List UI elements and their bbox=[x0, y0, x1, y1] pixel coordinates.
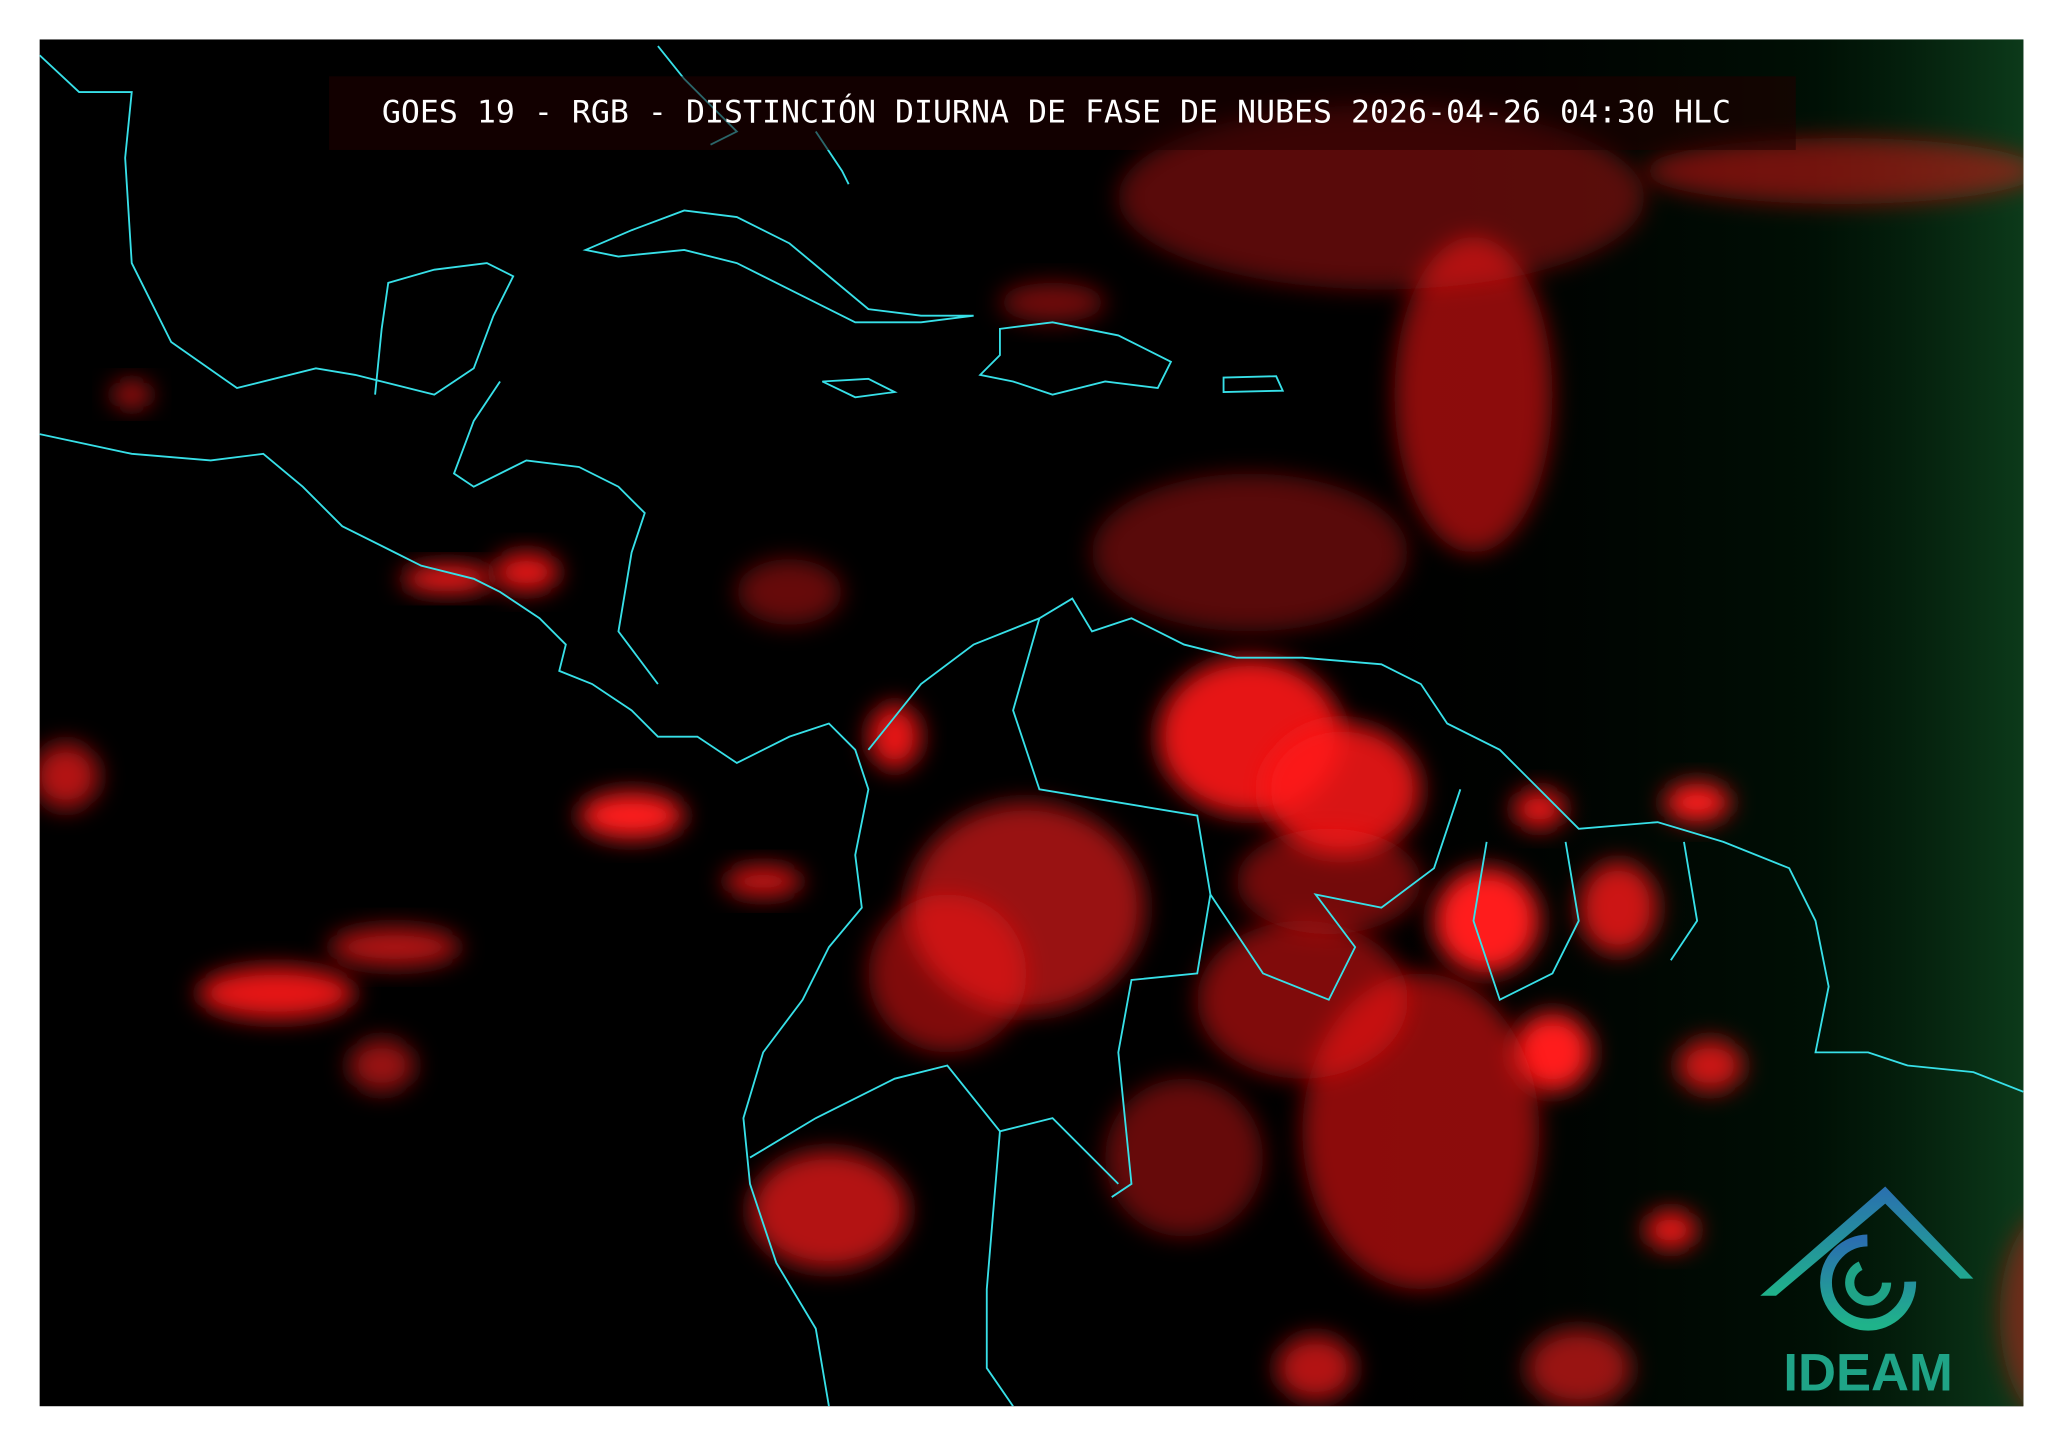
cloud bbox=[1394, 236, 1553, 553]
cloud bbox=[1512, 789, 1566, 829]
cloud bbox=[329, 927, 461, 967]
logo-swirl bbox=[1820, 1234, 1917, 1331]
cloud bbox=[1236, 828, 1421, 934]
cloud bbox=[1263, 723, 1421, 856]
cloud bbox=[348, 1039, 415, 1092]
coastline bbox=[821, 375, 1285, 399]
cloud bbox=[578, 791, 685, 840]
cloud bbox=[749, 1151, 908, 1270]
cloud bbox=[868, 894, 1027, 1053]
cloud bbox=[1526, 1328, 1632, 1407]
cloud bbox=[1197, 920, 1408, 1079]
cloud bbox=[1092, 473, 1408, 632]
cloud bbox=[197, 966, 356, 1020]
cloud bbox=[999, 282, 1106, 323]
cloud bbox=[1578, 861, 1658, 954]
logo-swirl-inner bbox=[1845, 1259, 1892, 1306]
cloud bbox=[1999, 1227, 2024, 1404]
cloud bbox=[1434, 868, 1540, 974]
cloud bbox=[736, 559, 843, 625]
cloud bbox=[1644, 138, 2024, 204]
cloud bbox=[111, 381, 152, 408]
map-title: GOES 19 - RGB - DISTINCIÓN DIURNA DE FAS… bbox=[382, 91, 1731, 130]
border bbox=[749, 618, 1699, 1407]
cloud bbox=[1118, 105, 1645, 290]
coastline bbox=[39, 433, 870, 1407]
cloud bbox=[1512, 1012, 1592, 1092]
cloud bbox=[39, 743, 99, 809]
logo-text: IDEAM bbox=[1783, 1343, 1953, 1402]
cloud bbox=[1664, 782, 1731, 823]
cloud bbox=[1644, 1210, 1698, 1250]
ideam-logo: IDEAM bbox=[1760, 1186, 1974, 1402]
title-band bbox=[329, 76, 1796, 150]
coastline bbox=[867, 597, 2024, 1093]
cloud bbox=[401, 565, 494, 592]
coastline bbox=[582, 209, 974, 324]
cloud bbox=[723, 865, 803, 898]
cloud bbox=[1677, 1039, 1744, 1092]
coastline bbox=[452, 380, 659, 685]
cloud bbox=[493, 552, 560, 592]
logo-roof bbox=[1760, 1186, 1974, 1296]
cloud-layer bbox=[39, 105, 2024, 1407]
coastline bbox=[978, 321, 1173, 396]
cloud bbox=[868, 703, 922, 770]
coastline bbox=[39, 54, 515, 396]
cloud bbox=[1105, 1078, 1264, 1237]
cloud bbox=[1276, 1335, 1356, 1401]
